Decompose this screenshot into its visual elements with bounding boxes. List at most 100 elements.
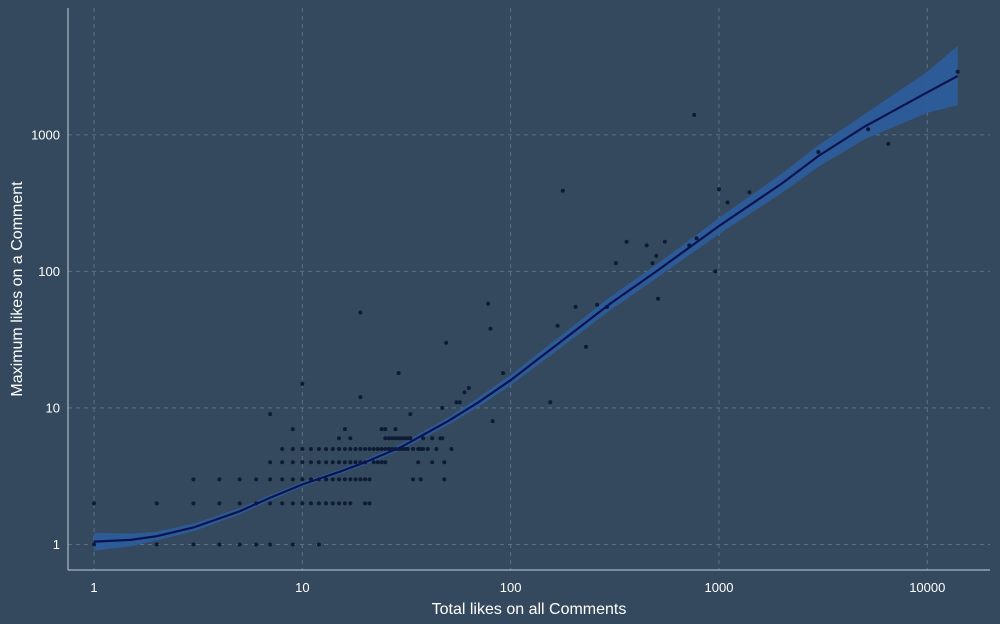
- data-point: [92, 542, 97, 547]
- data-point: [396, 371, 401, 376]
- data-point: [300, 460, 305, 465]
- data-point: [725, 200, 730, 205]
- data-point: [584, 344, 589, 349]
- data-point: [290, 447, 295, 452]
- data-point: [324, 460, 329, 465]
- confidence-band-area: [94, 45, 958, 551]
- data-point: [442, 460, 447, 465]
- data-point: [280, 477, 285, 482]
- data-point: [694, 236, 699, 241]
- y-tick-label: 1000: [31, 127, 60, 142]
- data-point: [430, 460, 435, 465]
- data-point: [280, 460, 285, 465]
- data-point: [595, 302, 600, 307]
- data-point: [348, 436, 353, 441]
- data-point: [747, 190, 752, 195]
- data-point: [402, 436, 407, 441]
- data-point: [268, 542, 273, 547]
- data-point: [348, 501, 353, 506]
- x-tick-label: 10: [295, 580, 309, 595]
- data-point: [402, 447, 407, 452]
- data-point: [444, 340, 449, 345]
- data-point: [308, 501, 313, 506]
- x-axis-ticks: 1 10 100 1000 10000: [90, 580, 945, 595]
- data-point: [237, 542, 242, 547]
- data-point: [300, 477, 305, 482]
- data-point: [449, 447, 454, 452]
- data-point: [613, 261, 618, 266]
- data-point: [383, 427, 388, 432]
- x-axis-title: Total likes on all Comments: [432, 601, 627, 618]
- data-point: [337, 436, 342, 441]
- data-point: [548, 400, 553, 405]
- data-point: [316, 542, 321, 547]
- data-point: [348, 447, 353, 452]
- data-point: [408, 412, 413, 417]
- data-point: [440, 405, 445, 410]
- data-point: [237, 501, 242, 506]
- data-point: [217, 542, 222, 547]
- data-point: [290, 427, 295, 432]
- data-point: [300, 501, 305, 506]
- data-point: [342, 460, 347, 465]
- data-point: [624, 239, 629, 244]
- data-point: [662, 239, 667, 244]
- data-point: [644, 243, 649, 248]
- data-point: [393, 427, 398, 432]
- data-point: [379, 447, 384, 452]
- data-point: [337, 501, 342, 506]
- data-point: [440, 436, 445, 441]
- data-point: [716, 187, 721, 192]
- data-point: [425, 447, 430, 452]
- data-point: [316, 501, 321, 506]
- y-axis-ticks: 1 10 100 1000: [31, 127, 60, 552]
- data-point: [268, 460, 273, 465]
- data-point: [393, 436, 398, 441]
- data-point: [418, 477, 423, 482]
- data-point: [324, 447, 329, 452]
- data-point: [337, 447, 342, 452]
- data-point: [254, 477, 259, 482]
- data-point: [337, 460, 342, 465]
- data-point: [501, 371, 506, 376]
- data-point: [430, 436, 435, 441]
- trend-line-path: [93, 75, 959, 543]
- data-point: [713, 269, 718, 274]
- data-point: [254, 542, 259, 547]
- data-point: [866, 127, 871, 132]
- data-point: [268, 501, 273, 506]
- data-point: [375, 447, 380, 452]
- data-point: [416, 460, 421, 465]
- data-point: [324, 477, 329, 482]
- data-point: [408, 436, 413, 441]
- x-tick-label: 100: [500, 580, 522, 595]
- data-point: [358, 447, 363, 452]
- data-point: [375, 460, 380, 465]
- data-point: [457, 400, 462, 405]
- data-point: [330, 477, 335, 482]
- data-point: [348, 477, 353, 482]
- data-point: [405, 447, 410, 452]
- data-point: [399, 436, 404, 441]
- data-point: [363, 501, 368, 506]
- confidence-band: [94, 45, 958, 551]
- data-point: [342, 501, 347, 506]
- data-point: [358, 310, 363, 315]
- data-point: [353, 460, 358, 465]
- data-point: [342, 447, 347, 452]
- data-point: [654, 253, 659, 258]
- data-point: [421, 436, 426, 441]
- data-point: [342, 427, 347, 432]
- data-point: [454, 400, 459, 405]
- x-tick-label: 1000: [705, 580, 734, 595]
- data-point: [337, 477, 342, 482]
- data-point: [324, 501, 329, 506]
- data-point: [367, 477, 372, 482]
- data-point: [308, 460, 313, 465]
- data-point: [383, 447, 388, 452]
- data-point: [371, 460, 376, 465]
- data-point: [886, 141, 891, 146]
- data-point: [358, 395, 363, 400]
- data-point: [191, 501, 196, 506]
- data-point: [442, 477, 447, 482]
